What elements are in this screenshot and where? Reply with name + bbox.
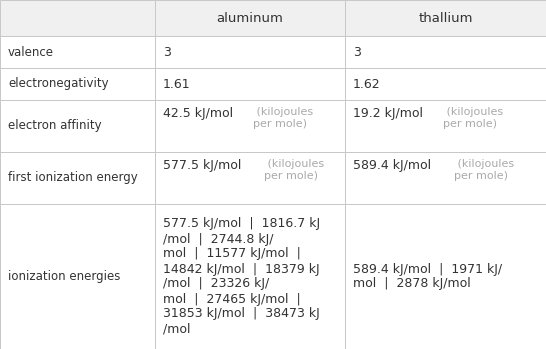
Bar xyxy=(345,204,546,349)
Bar xyxy=(0,36,155,68)
Bar xyxy=(0,0,155,36)
Text: (kilojoules
per mole): (kilojoules per mole) xyxy=(264,159,324,180)
Bar xyxy=(155,36,345,68)
Text: (kilojoules
per mole): (kilojoules per mole) xyxy=(253,107,313,128)
Text: 1.62: 1.62 xyxy=(353,77,381,90)
Text: 1.61: 1.61 xyxy=(163,77,191,90)
Text: thallium: thallium xyxy=(418,12,473,24)
Bar xyxy=(345,152,546,204)
Bar xyxy=(345,0,546,36)
Bar xyxy=(345,68,546,100)
Bar xyxy=(0,100,155,152)
Text: electron affinity: electron affinity xyxy=(8,119,102,133)
Bar xyxy=(345,36,546,68)
Text: ionization energies: ionization energies xyxy=(8,270,120,283)
Text: (kilojoules
per mole): (kilojoules per mole) xyxy=(454,159,514,180)
Text: 577.5 kJ/mol  |  1816.7 kJ
/mol  |  2744.8 kJ/
mol  |  11577 kJ/mol  |
14842 kJ/: 577.5 kJ/mol | 1816.7 kJ /mol | 2744.8 k… xyxy=(163,217,320,335)
Text: 42.5 kJ/mol: 42.5 kJ/mol xyxy=(163,107,233,120)
Bar xyxy=(155,152,345,204)
Text: 3: 3 xyxy=(353,45,361,59)
Bar xyxy=(345,100,546,152)
Text: aluminum: aluminum xyxy=(217,12,283,24)
Bar xyxy=(155,204,345,349)
Bar xyxy=(155,0,345,36)
Bar xyxy=(0,152,155,204)
Text: electronegativity: electronegativity xyxy=(8,77,109,90)
Text: (kilojoules
per mole): (kilojoules per mole) xyxy=(443,107,503,128)
Text: 589.4 kJ/mol: 589.4 kJ/mol xyxy=(353,159,431,172)
Bar xyxy=(155,100,345,152)
Text: valence: valence xyxy=(8,45,54,59)
Text: 589.4 kJ/mol  |  1971 kJ/
mol  |  2878 kJ/mol: 589.4 kJ/mol | 1971 kJ/ mol | 2878 kJ/mo… xyxy=(353,262,502,290)
Text: 577.5 kJ/mol: 577.5 kJ/mol xyxy=(163,159,241,172)
Text: first ionization energy: first ionization energy xyxy=(8,171,138,185)
Bar xyxy=(155,68,345,100)
Text: 19.2 kJ/mol: 19.2 kJ/mol xyxy=(353,107,423,120)
Bar xyxy=(0,204,155,349)
Text: 3: 3 xyxy=(163,45,171,59)
Bar xyxy=(0,68,155,100)
